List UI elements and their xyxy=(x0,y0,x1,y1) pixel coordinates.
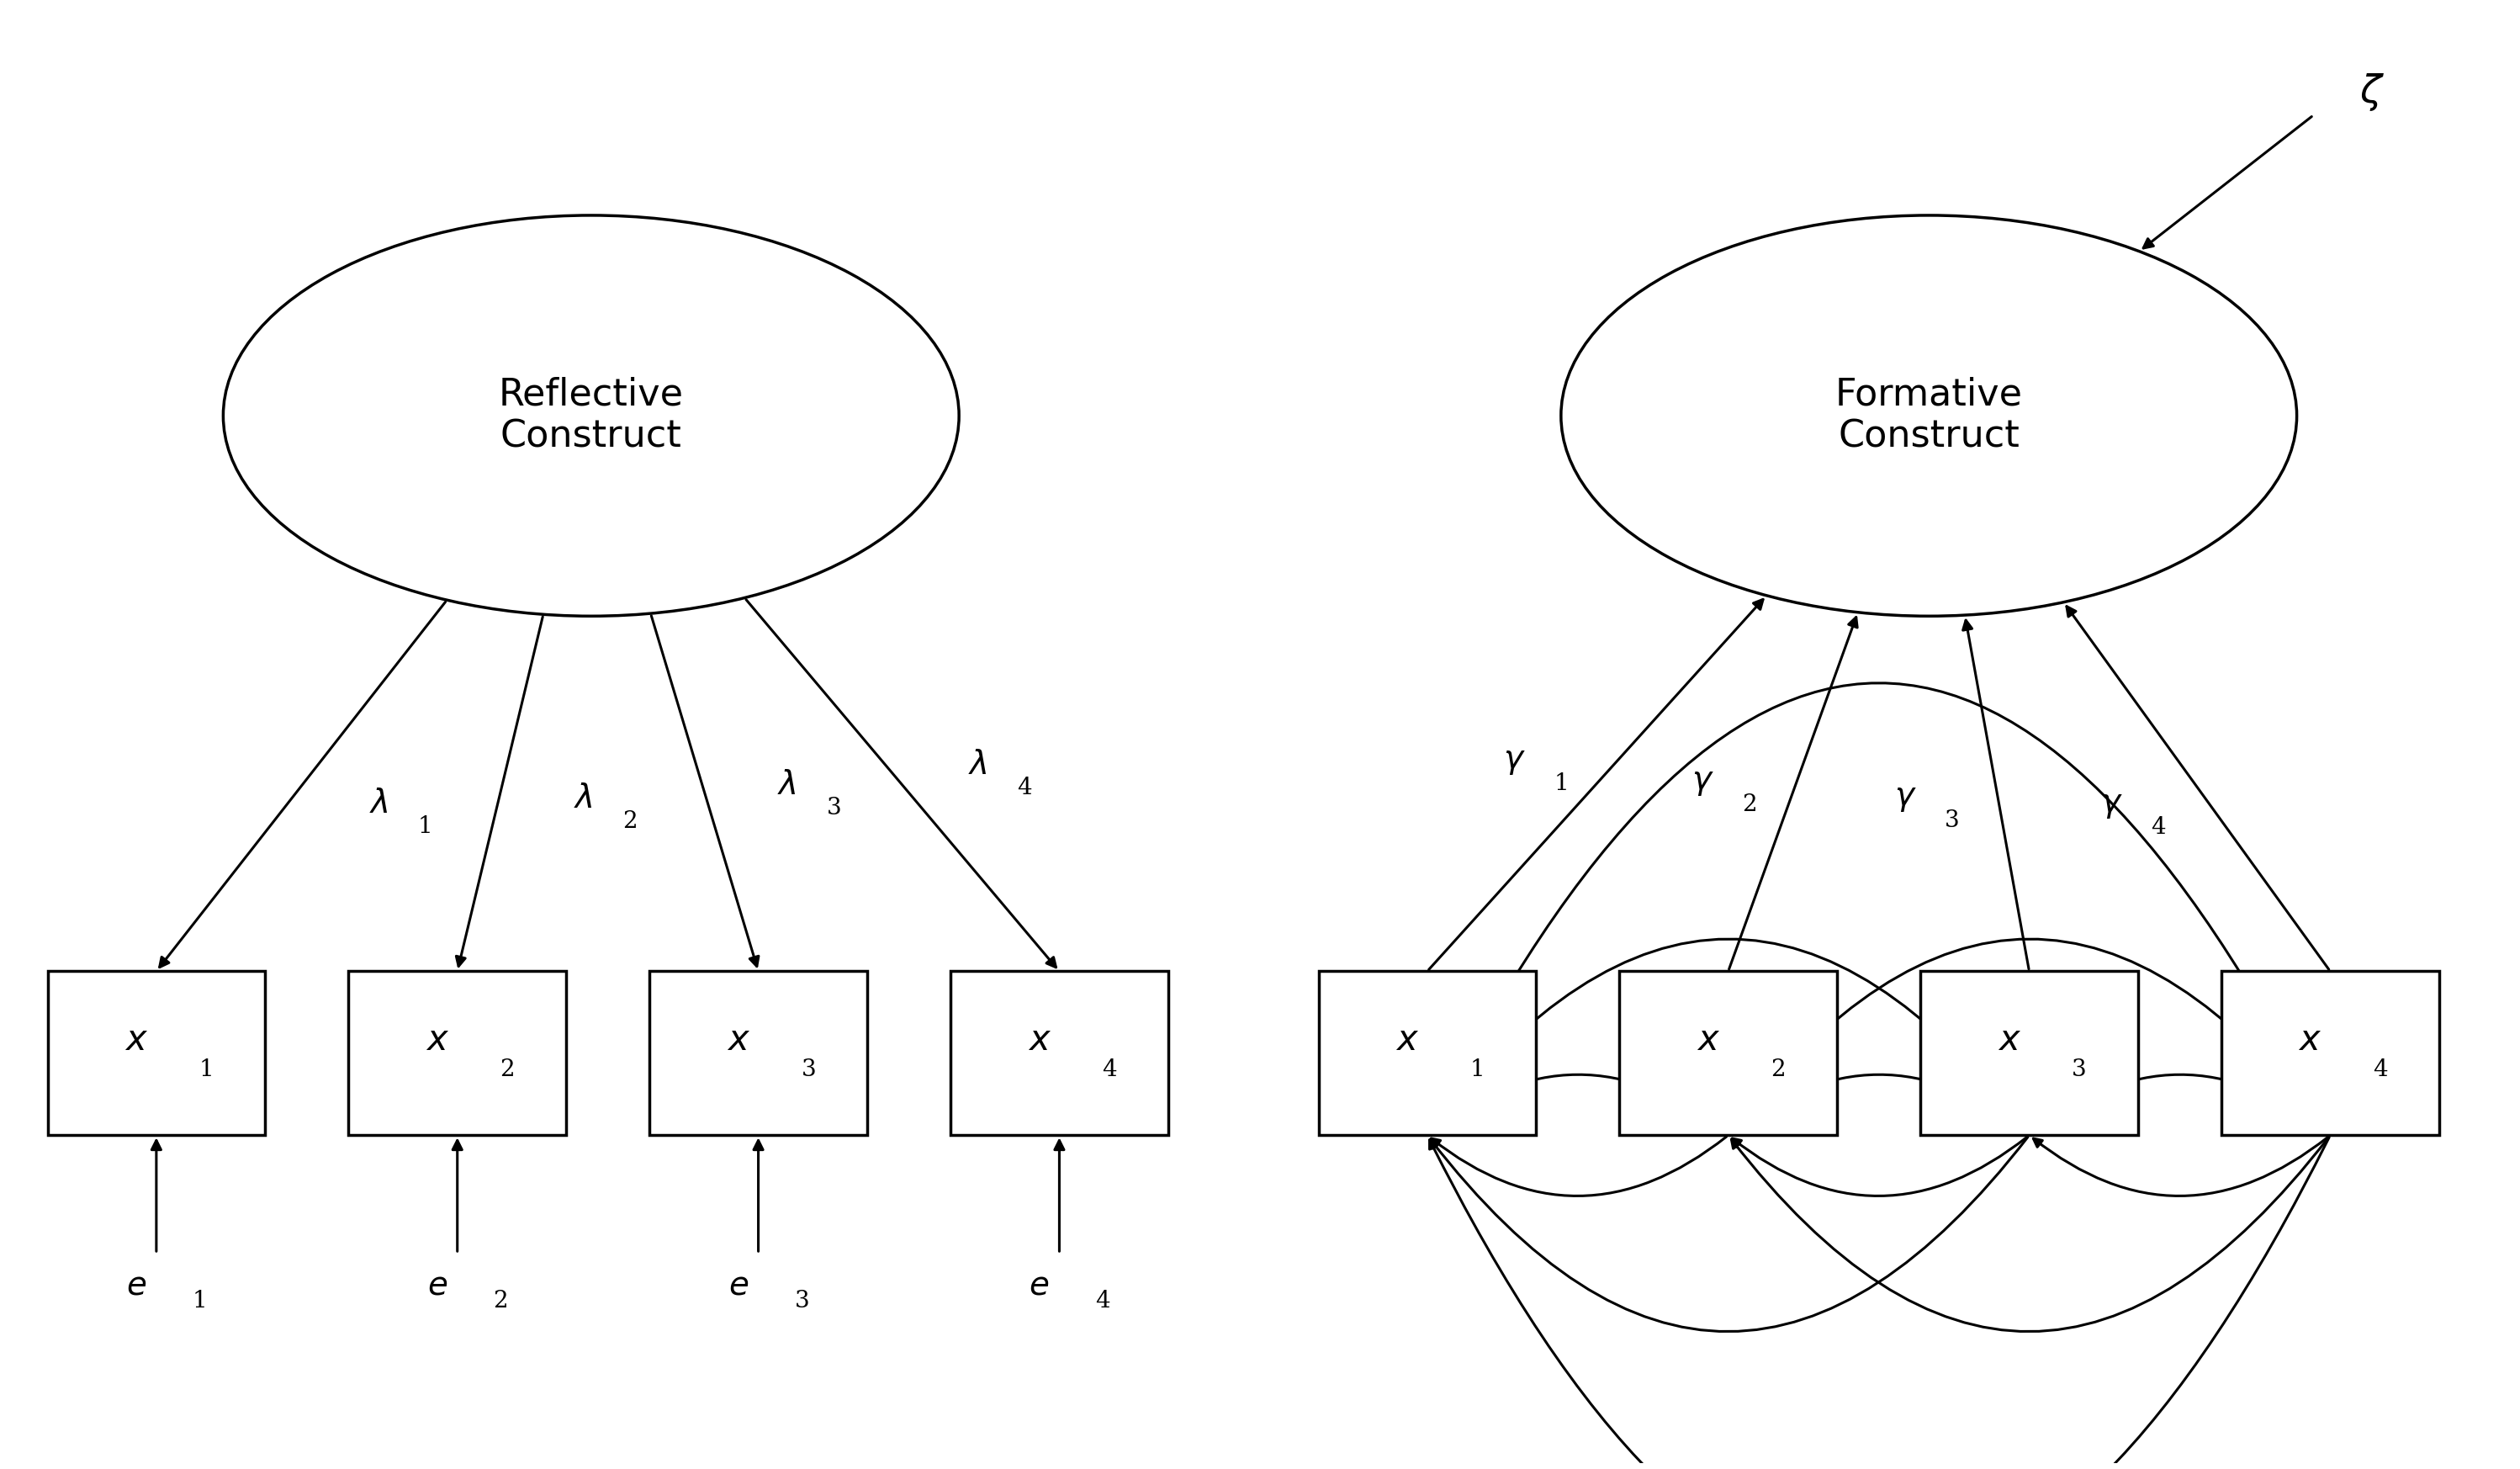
FancyArrowPatch shape xyxy=(1731,1137,2328,1331)
FancyArrowPatch shape xyxy=(2031,1075,2326,1134)
Text: $\lambda$: $\lambda$ xyxy=(575,783,592,814)
Text: 4: 4 xyxy=(1096,1290,1111,1312)
Text: 2: 2 xyxy=(1741,793,1756,817)
Bar xyxy=(348,971,567,1136)
Text: 1: 1 xyxy=(1555,773,1567,795)
Text: 1: 1 xyxy=(199,1058,214,1081)
Text: $e$: $e$ xyxy=(1028,1271,1048,1302)
Text: 3: 3 xyxy=(2071,1058,2087,1081)
Text: 3: 3 xyxy=(794,1290,809,1312)
Text: Formative
Construct: Formative Construct xyxy=(1835,376,2024,455)
Text: 2: 2 xyxy=(1772,1058,1787,1081)
Text: $x$: $x$ xyxy=(1396,1022,1419,1058)
Text: 1: 1 xyxy=(1469,1058,1484,1081)
Text: $e$: $e$ xyxy=(126,1271,146,1302)
Text: 3: 3 xyxy=(801,1058,816,1081)
Text: 2: 2 xyxy=(499,1058,514,1081)
FancyArrowPatch shape xyxy=(1431,1137,2029,1331)
Bar xyxy=(950,971,1169,1136)
FancyArrowPatch shape xyxy=(1429,939,2026,1134)
Text: $\gamma$: $\gamma$ xyxy=(1895,783,1918,814)
FancyArrowPatch shape xyxy=(1429,683,2328,1133)
Text: 4: 4 xyxy=(1018,777,1033,799)
FancyArrowPatch shape xyxy=(1431,1137,1726,1196)
Text: $\gamma$: $\gamma$ xyxy=(1502,746,1525,777)
Text: 3: 3 xyxy=(1945,809,1961,833)
Text: $\zeta$: $\zeta$ xyxy=(2359,72,2384,113)
FancyArrowPatch shape xyxy=(2034,1137,2328,1196)
Bar xyxy=(1920,971,2137,1136)
Text: 3: 3 xyxy=(827,796,842,820)
Text: $e$: $e$ xyxy=(426,1271,449,1302)
Text: $x$: $x$ xyxy=(123,1022,149,1058)
Text: $\lambda$: $\lambda$ xyxy=(368,787,388,820)
Bar xyxy=(2223,971,2439,1136)
Bar xyxy=(48,971,265,1136)
Text: $\lambda$: $\lambda$ xyxy=(968,751,988,782)
Text: $\lambda$: $\lambda$ xyxy=(779,770,796,801)
Text: 4: 4 xyxy=(1101,1058,1116,1081)
FancyArrowPatch shape xyxy=(1729,939,2326,1134)
Bar xyxy=(1620,971,1837,1136)
Text: $x$: $x$ xyxy=(426,1022,449,1058)
Text: $x$: $x$ xyxy=(2298,1022,2321,1058)
Text: $e$: $e$ xyxy=(728,1271,748,1302)
FancyArrowPatch shape xyxy=(1731,1075,2026,1134)
Bar xyxy=(650,971,867,1136)
Text: $x$: $x$ xyxy=(726,1022,751,1058)
Text: $x$: $x$ xyxy=(1028,1022,1051,1058)
Bar xyxy=(1318,971,1535,1136)
FancyArrowPatch shape xyxy=(1429,1075,1724,1134)
FancyArrowPatch shape xyxy=(1429,1137,2328,1469)
Text: 2: 2 xyxy=(494,1290,509,1312)
Text: $\gamma$: $\gamma$ xyxy=(2099,789,2122,821)
Text: Reflective
Construct: Reflective Construct xyxy=(499,376,683,455)
Text: 1: 1 xyxy=(418,815,433,837)
Text: $x$: $x$ xyxy=(1998,1022,2021,1058)
Text: $x$: $x$ xyxy=(1696,1022,1721,1058)
FancyArrowPatch shape xyxy=(1731,1137,2029,1196)
Text: 1: 1 xyxy=(192,1290,207,1312)
Text: 4: 4 xyxy=(2150,817,2165,839)
Text: 2: 2 xyxy=(622,811,638,833)
Text: 4: 4 xyxy=(2374,1058,2389,1081)
Text: $\gamma$: $\gamma$ xyxy=(1691,767,1714,798)
